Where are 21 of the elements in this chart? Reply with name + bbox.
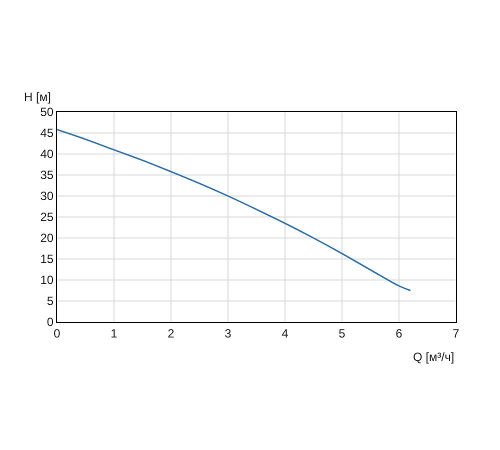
line-series — [57, 128, 412, 292]
y-tick-label: 20 — [40, 231, 54, 246]
y-tick-label: 10 — [40, 273, 54, 288]
x-axis-title: Q [м³/ч] — [413, 350, 454, 364]
y-tick-label: 45 — [40, 126, 54, 140]
y-axis-title: H [м] — [24, 90, 51, 104]
y-tick-label: 40 — [40, 147, 54, 162]
x-tick-label: 6 — [396, 326, 403, 340]
x-tick-label: 3 — [224, 326, 232, 340]
y-tick-label: 30 — [40, 189, 54, 204]
y-tick-label: 5 — [46, 294, 54, 308]
x-tick-label: 5 — [338, 326, 346, 340]
y-tick-label: 25 — [40, 210, 54, 224]
y-tick-label: 15 — [40, 252, 54, 266]
y-tick-label: 50 — [40, 105, 54, 120]
x-tick-label: 4 — [282, 326, 289, 340]
x-tick-label: 7 — [452, 326, 460, 340]
x-tick-label: 1 — [110, 326, 118, 340]
y-tick-label: 35 — [40, 168, 54, 182]
x-tick-label: 2 — [168, 326, 175, 340]
y-tick-label: 0 — [46, 315, 54, 330]
